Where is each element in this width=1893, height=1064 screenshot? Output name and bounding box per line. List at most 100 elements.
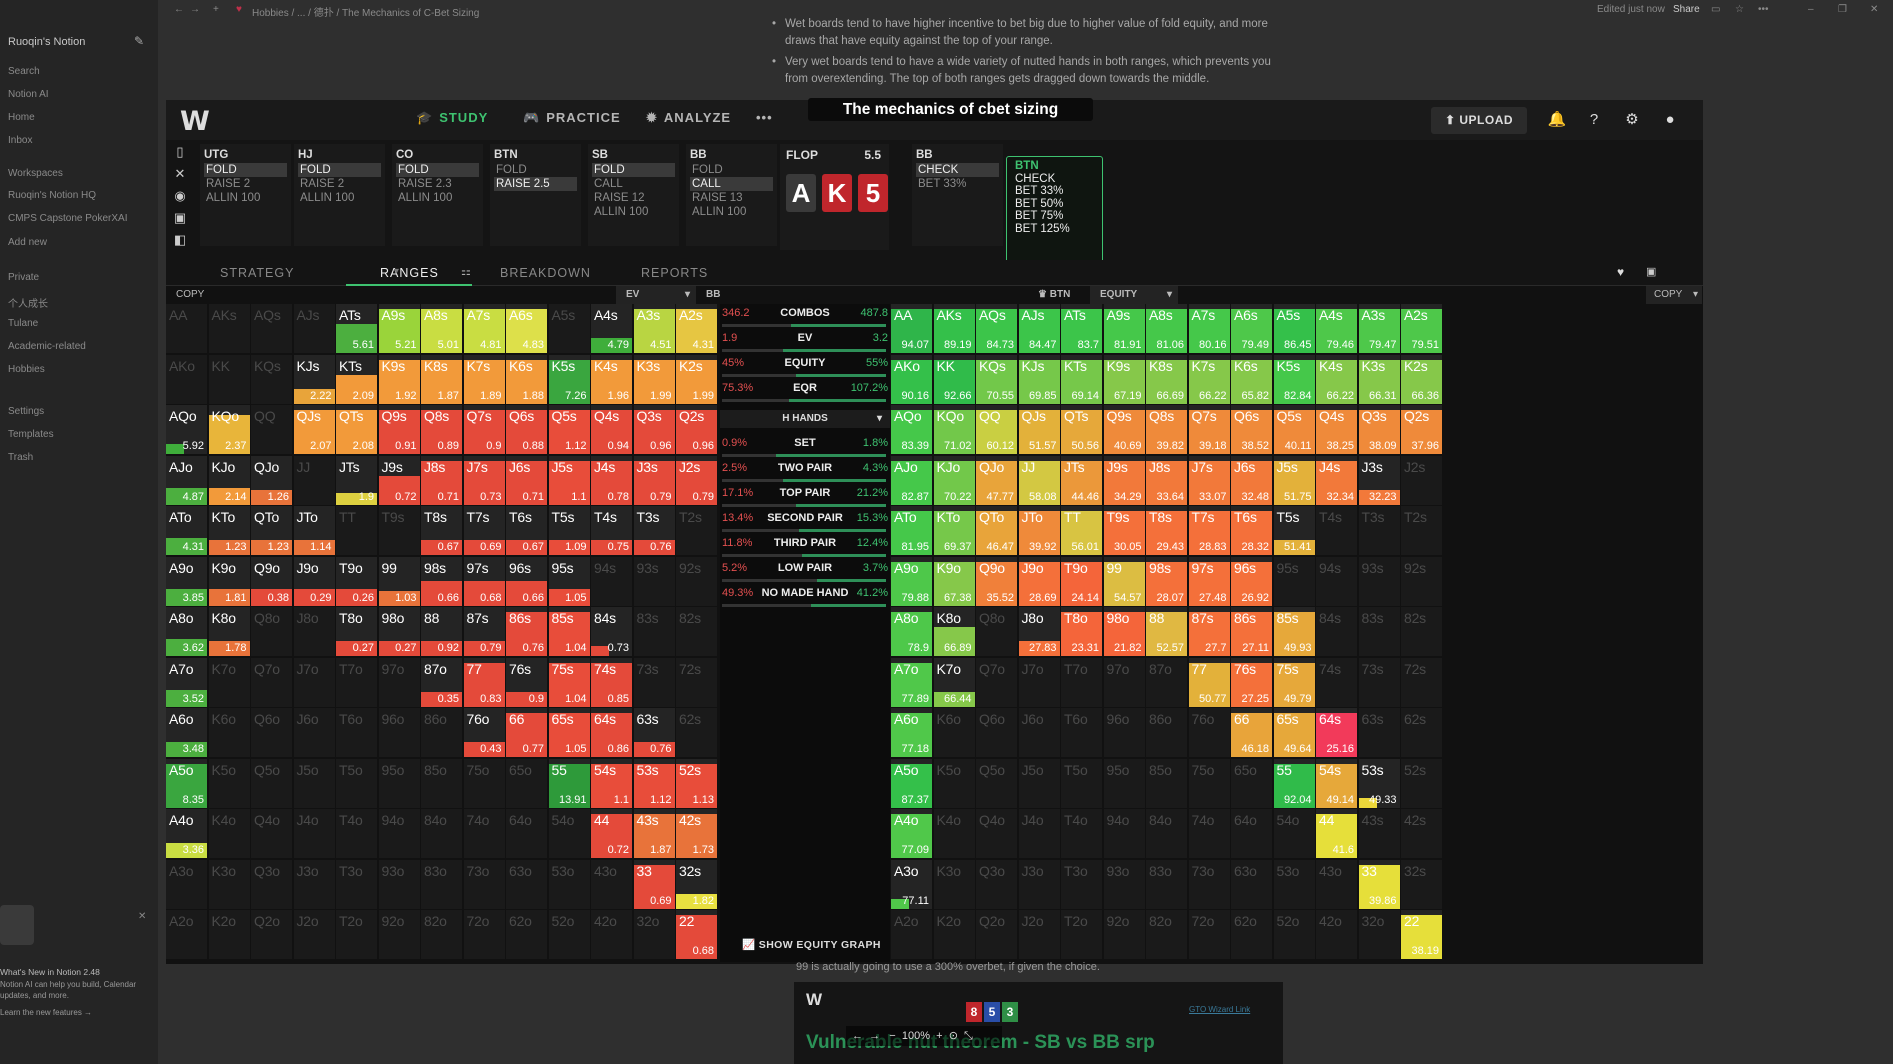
nav-analyze[interactable]: ✹ ANALYZE <box>646 110 731 126</box>
hand-cell[interactable]: Q6o <box>251 708 292 757</box>
hand-cell[interactable]: A3o 77.11 <box>891 859 932 909</box>
hand-cell[interactable]: AQs <box>251 304 292 353</box>
sidebar-item[interactable]: Private <box>8 272 40 283</box>
hand-cell[interactable]: Q2s 0.96 <box>676 405 717 454</box>
hand-cell[interactable]: K7s 1.89 <box>463 354 505 404</box>
layout-icon[interactable]: ▣ <box>1646 266 1657 278</box>
hand-cell[interactable]: KK <box>208 354 250 404</box>
action-option[interactable]: FOLD <box>496 164 527 176</box>
hand-cell[interactable]: 99 1.03 <box>378 556 420 606</box>
hand-cell[interactable]: KQo 71.02 <box>933 405 975 454</box>
hand-cell[interactable]: A2o <box>891 910 932 959</box>
hand-cell[interactable]: 64s 0.86 <box>591 708 632 757</box>
hand-cell[interactable]: 92o <box>1103 910 1145 959</box>
hand-cell[interactable]: 54o <box>548 809 590 858</box>
help-icon[interactable]: ? <box>1589 111 1599 128</box>
hand-cell[interactable]: T8o 23.31 <box>1061 607 1102 656</box>
hands-header[interactable]: H HANDS ▾ <box>720 410 890 428</box>
hand-cell[interactable]: T5s 1.09 <box>548 506 590 555</box>
close-window-icon[interactable]: ✕ <box>1870 4 1879 15</box>
hand-cell[interactable]: A4o 3.36 <box>166 809 207 858</box>
hand-cell[interactable]: 33 0.69 <box>633 859 675 909</box>
sidebar-item[interactable]: Inbox <box>8 135 33 146</box>
hand-cell[interactable]: A6s 4.83 <box>506 304 547 353</box>
position-bb[interactable]: BB FOLD CALL RAISE 13 ALLIN 100 <box>686 144 777 246</box>
hand-cell[interactable]: QTs 50.56 <box>1061 405 1102 454</box>
action-option[interactable]: CHECK <box>1015 172 1056 185</box>
hand-cell[interactable]: 92s <box>676 556 717 606</box>
sidebar-item[interactable]: Settings <box>8 406 45 417</box>
hand-cell[interactable]: T6s 0.67 <box>506 506 547 555</box>
hand-cell[interactable]: 33 39.86 <box>1358 859 1400 909</box>
hand-cell[interactable]: T4s <box>1316 506 1357 555</box>
hand-cell[interactable]: Q8o <box>251 607 292 656</box>
chevron-down-icon[interactable]: ▾ <box>394 266 400 277</box>
hand-cell[interactable]: A8o 3.62 <box>166 607 207 656</box>
hand-cell[interactable]: 73o <box>463 859 505 909</box>
hand-cell[interactable]: T4o <box>336 809 377 858</box>
hand-cell[interactable]: J5o <box>293 758 335 808</box>
hand-cell[interactable]: K9s 67.19 <box>1103 354 1145 404</box>
btn-flop-node[interactable]: BTN CHECK BET 33% BET 50% BET 75% BET 125% <box>1006 156 1103 274</box>
hand-cell[interactable]: 87o 0.35 <box>421 657 462 707</box>
sidebar-item[interactable]: Templates <box>8 429 54 440</box>
sidebar-item[interactable]: Add new <box>8 237 47 248</box>
hand-cell[interactable]: 54o <box>1273 809 1315 858</box>
upload-button[interactable]: ⬆ UPLOAD <box>1431 107 1527 134</box>
hand-cell[interactable]: Q5s 40.11 <box>1273 405 1315 454</box>
hand-cell[interactable]: 73s <box>633 657 675 707</box>
metric-select-right[interactable]: EQUITY ▾ <box>1090 286 1178 304</box>
action-option[interactable]: ALLIN 100 <box>206 192 261 204</box>
hand-cell[interactable]: K6o <box>208 708 250 757</box>
hand-cell[interactable]: QQ <box>251 405 292 454</box>
hand-cell[interactable]: 82o <box>421 910 462 959</box>
hand-cell[interactable]: J8s 33.64 <box>1146 455 1187 505</box>
hand-cell[interactable]: 77 0.83 <box>463 657 505 707</box>
hand-cell[interactable]: T7s 0.69 <box>463 506 505 555</box>
hand-cell[interactable]: T3s <box>1358 506 1400 555</box>
tab-ranges[interactable]: RANGES <box>380 266 439 280</box>
sidebar-item[interactable]: Tulane <box>8 318 39 329</box>
action-option[interactable]: CALL <box>594 178 623 190</box>
tab-breakdown[interactable]: BREAKDOWN <box>500 266 591 280</box>
hand-cell[interactable]: 97o <box>378 657 420 707</box>
show-equity-graph-button[interactable]: 📈 SHOW EQUITY GRAPH <box>742 938 881 951</box>
hand-cell[interactable]: 65o <box>1231 758 1272 808</box>
hand-cell[interactable]: K7s 66.22 <box>1188 354 1230 404</box>
hand-cell[interactable]: K2s 66.36 <box>1401 354 1442 404</box>
save-icon[interactable]: ▣ <box>173 210 187 225</box>
hand-cell[interactable]: 75s 1.04 <box>548 657 590 707</box>
position-hj[interactable]: HJ FOLD RAISE 2 ALLIN 100 <box>294 144 385 246</box>
hand-cell[interactable]: T5o <box>1061 758 1102 808</box>
hand-cell[interactable]: Q7s 39.18 <box>1188 405 1230 454</box>
hand-cell[interactable]: J5o <box>1018 758 1060 808</box>
hand-cell[interactable]: 42o <box>1316 910 1357 959</box>
hand-cell[interactable]: T6o <box>336 708 377 757</box>
forward-icon[interactable]: → <box>190 4 200 15</box>
hand-cell[interactable]: 87s 27.7 <box>1188 607 1230 656</box>
hand-cell[interactable]: 62s <box>1401 708 1442 757</box>
plus-icon[interactable]: + <box>213 4 219 15</box>
copy-right-button[interactable]: COPY ▾ <box>1646 286 1702 304</box>
hand-cell[interactable]: T4s 0.75 <box>591 506 632 555</box>
hand-cell[interactable]: 42s 1.73 <box>676 809 717 858</box>
hand-cell[interactable]: T2o <box>336 910 377 959</box>
hand-cell[interactable]: 76o 0.43 <box>463 708 505 757</box>
hand-cell[interactable]: QTo 46.47 <box>976 506 1017 555</box>
hand-cell[interactable]: QJo 47.77 <box>976 455 1017 505</box>
hand-cell[interactable]: KJo 70.22 <box>933 455 975 505</box>
hand-cell[interactable]: 32o <box>1358 910 1400 959</box>
hand-cell[interactable]: J7s 0.73 <box>463 455 505 505</box>
copy-left-button[interactable]: COPY <box>176 289 205 300</box>
hand-cell[interactable]: 53s 49.33 <box>1358 758 1400 808</box>
action-option[interactable]: FOLD <box>692 164 723 176</box>
hand-cell[interactable]: 83o <box>421 859 462 909</box>
gamepad-icon[interactable]: ◧ <box>173 232 187 247</box>
hand-cell[interactable]: 75o <box>1188 758 1230 808</box>
hand-cell[interactable]: J6s 0.71 <box>506 455 547 505</box>
hand-cell[interactable]: Q3s 38.09 <box>1358 405 1400 454</box>
hand-cell[interactable]: J9o 0.29 <box>293 556 335 606</box>
hand-cell[interactable]: 93o <box>1103 859 1145 909</box>
hand-cell[interactable]: 43s 1.87 <box>633 809 675 858</box>
sidebar-item[interactable]: Notion AI <box>8 89 49 100</box>
